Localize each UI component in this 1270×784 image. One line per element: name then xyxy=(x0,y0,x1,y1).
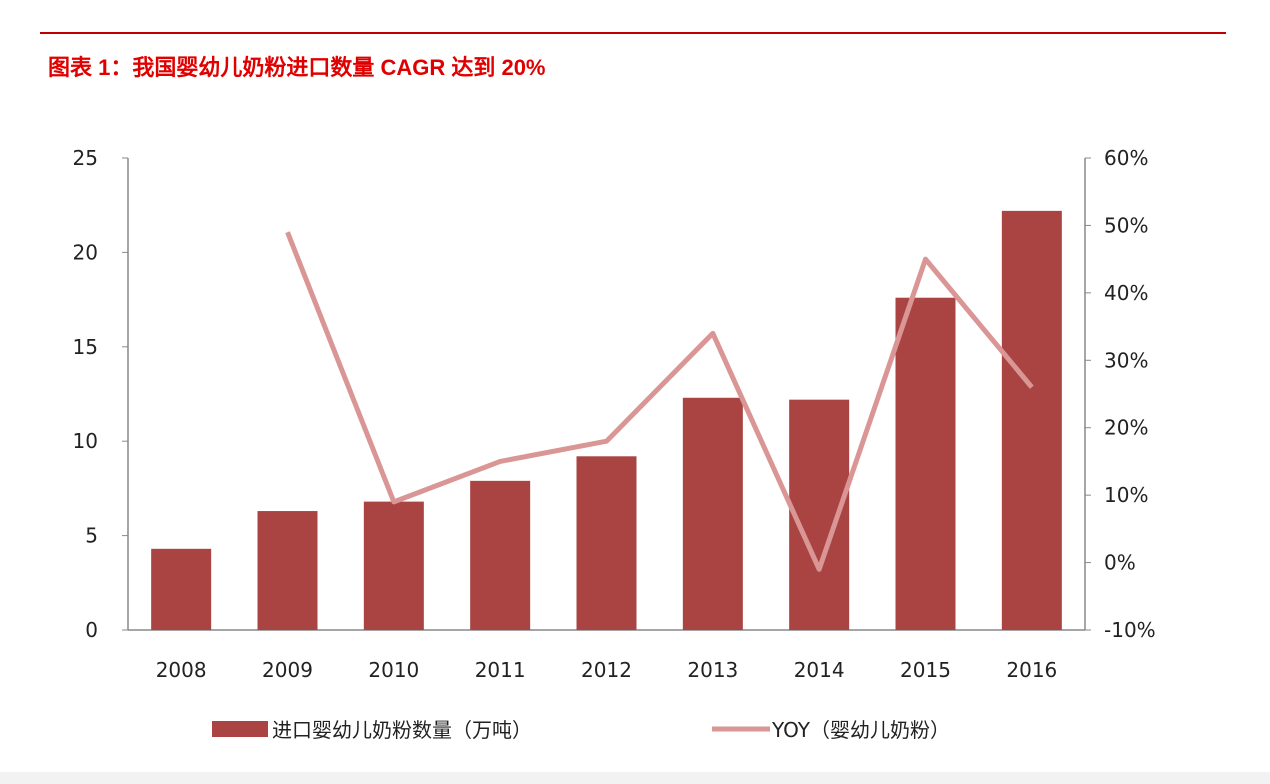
bar-2016 xyxy=(1001,210,1062,630)
bar-2011 xyxy=(470,480,531,630)
right-tick-label: 60% xyxy=(1104,146,1148,170)
x-tick-label: 2015 xyxy=(900,658,951,682)
x-tick-label: 2008 xyxy=(156,658,207,682)
x-tick-label: 2012 xyxy=(581,658,632,682)
right-tick-label: 0% xyxy=(1104,551,1136,575)
left-tick-label: 15 xyxy=(73,335,98,359)
title-rule xyxy=(40,32,1226,34)
bar-2015 xyxy=(895,297,956,630)
bar-2008 xyxy=(151,548,212,630)
right-tick-label: 20% xyxy=(1104,416,1148,440)
right-tick-label: 50% xyxy=(1104,213,1148,237)
legend-line-label: YOY（婴幼儿奶粉） xyxy=(771,718,950,742)
left-tick-label: 0 xyxy=(85,618,98,642)
left-tick-label: 5 xyxy=(85,524,98,548)
bar-2012 xyxy=(576,456,637,630)
bar-2009 xyxy=(257,511,318,630)
x-tick-label: 2011 xyxy=(475,658,526,682)
x-tick-label: 2013 xyxy=(687,658,738,682)
left-tick-label: 25 xyxy=(73,146,98,170)
chart-title: 图表 1：我国婴幼儿奶粉进口数量 CAGR 达到 20% xyxy=(48,55,546,80)
right-tick-label: 30% xyxy=(1104,348,1148,372)
left-tick-label: 20 xyxy=(73,240,98,264)
legend-bar-swatch xyxy=(212,721,268,737)
left-tick-label: 10 xyxy=(73,429,98,453)
x-tick-label: 2009 xyxy=(262,658,313,682)
right-tick-label: 40% xyxy=(1104,281,1148,305)
yoy-line xyxy=(285,231,1034,572)
right-tick-label: -10% xyxy=(1104,618,1156,642)
right-tick-label: 10% xyxy=(1104,483,1148,507)
legend-bar-label: 进口婴幼儿奶粉数量（万吨） xyxy=(272,718,532,742)
bottom-strip xyxy=(0,772,1270,784)
x-tick-label: 2016 xyxy=(1006,658,1057,682)
bar-2013 xyxy=(682,397,743,630)
x-tick-label: 2014 xyxy=(794,658,845,682)
x-tick-label: 2010 xyxy=(368,658,419,682)
bar-2010 xyxy=(363,501,424,630)
